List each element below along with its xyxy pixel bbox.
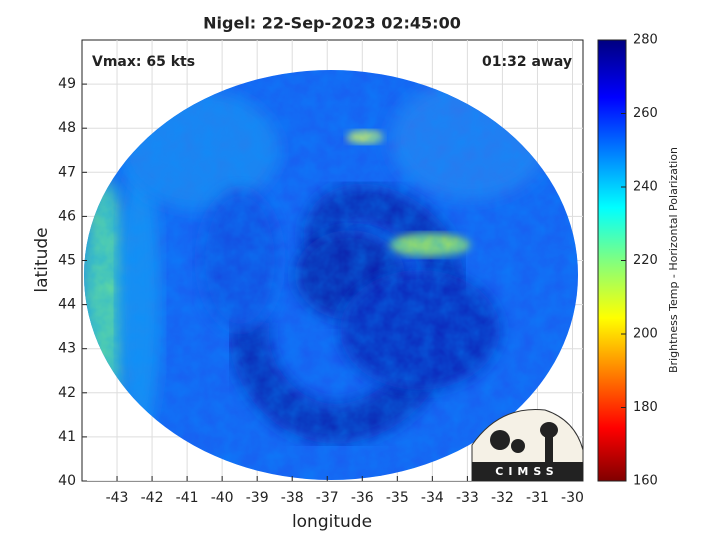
y-tick-label: 44: [58, 297, 76, 313]
x-tick-label: -35: [386, 490, 409, 506]
y-tick-label: 48: [58, 120, 76, 136]
x-tick-label: -30: [561, 490, 584, 506]
y-axis-label: latitude: [32, 227, 52, 292]
x-tick-label: -39: [246, 490, 269, 506]
x-tick-label: -43: [106, 490, 129, 506]
x-tick-label: -40: [211, 490, 234, 506]
y-tick-label: 41: [58, 429, 76, 445]
annotation: 01:32 away: [482, 54, 572, 70]
logo-text: CIMSS: [495, 465, 558, 478]
y-tick-label: 45: [58, 253, 76, 269]
colorbar-tick-label: 280: [633, 33, 658, 48]
x-tick-label: -32: [491, 490, 514, 506]
y-tick-label: 42: [58, 385, 76, 401]
y-tick-label: 47: [58, 164, 76, 180]
x-tick-label: -37: [316, 490, 339, 506]
colorbar-tick-label: 200: [633, 327, 658, 342]
y-tick-label: 40: [58, 473, 76, 489]
satellite-image: [84, 70, 578, 480]
colorbar-tick-label: 220: [633, 253, 658, 268]
colorbar-label: Brightness Temp - Horizontal Polarizatio…: [667, 147, 680, 373]
x-tick-label: -31: [526, 490, 549, 506]
x-tick-label: -41: [176, 490, 199, 506]
y-tick-label: 46: [58, 208, 76, 224]
title: Nigel: 22-Sep-2023 02:45:00: [203, 14, 461, 33]
x-tick-label: -42: [141, 490, 164, 506]
x-axis-label: longitude: [292, 512, 372, 532]
colorbar-tick-label: 180: [633, 400, 658, 415]
colorbar-tick-label: 160: [633, 474, 658, 489]
x-tick-label: -33: [456, 490, 479, 506]
logo: CIMSS: [471, 408, 584, 482]
x-tick-label: -38: [281, 490, 304, 506]
y-tick-label: 49: [58, 76, 76, 92]
x-tick-label: -34: [421, 490, 444, 506]
colorbar-tick-label: 260: [633, 106, 658, 121]
annotation: Vmax: 65 kts: [92, 54, 195, 70]
colorbar-tick-label: 240: [633, 180, 658, 195]
y-tick-label: 43: [58, 341, 76, 357]
x-tick-label: -36: [351, 490, 374, 506]
